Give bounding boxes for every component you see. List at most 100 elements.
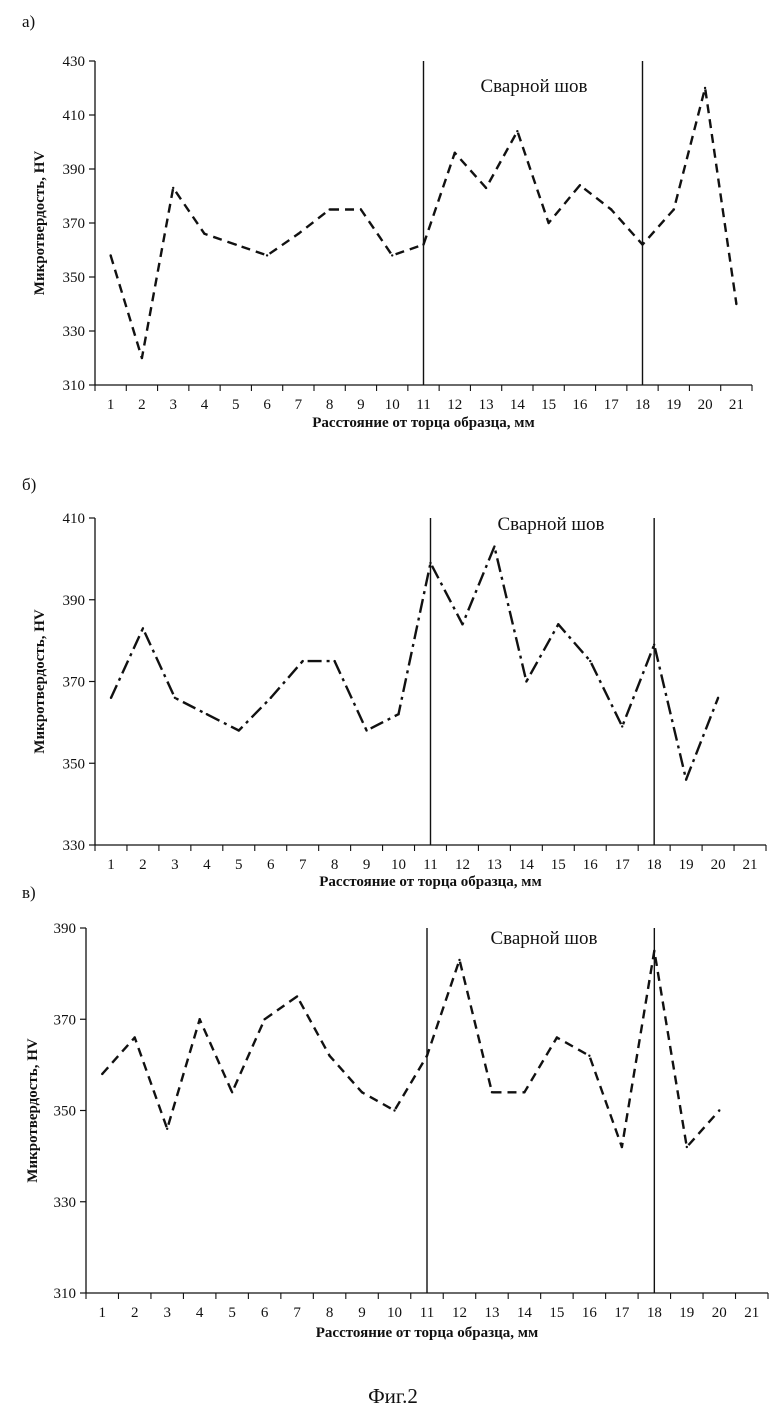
data-point	[717, 697, 719, 699]
x-tick-label: 10	[385, 397, 400, 413]
data-point	[360, 208, 362, 210]
panel-label: а)	[22, 12, 35, 31]
x-tick-label: 20	[712, 1305, 727, 1321]
y-tick-label: 390	[63, 593, 86, 609]
panel-label: б)	[22, 475, 36, 494]
x-tick-label: 11	[423, 857, 437, 873]
x-tick-label: 10	[391, 857, 406, 873]
y-tick-label: 350	[63, 756, 86, 772]
data-point	[579, 184, 581, 186]
x-tick-label: 4	[196, 1305, 204, 1321]
x-tick-label: 20	[698, 397, 713, 413]
y-tick-label: 430	[63, 54, 86, 70]
data-point	[238, 729, 240, 731]
data-point	[301, 660, 303, 662]
data-point	[653, 644, 655, 646]
data-point	[426, 1055, 428, 1057]
data-point	[685, 778, 687, 780]
data-point	[397, 713, 399, 715]
x-tick-label: 6	[263, 397, 271, 413]
data-point	[461, 623, 463, 625]
data-point	[203, 233, 205, 235]
x-tick-label: 13	[487, 857, 502, 873]
y-tick-label: 310	[54, 1286, 77, 1302]
weld-seam-annotation: Сварной шов	[480, 76, 587, 97]
data-point	[109, 254, 111, 256]
x-tick-label: 9	[357, 397, 365, 413]
x-tick-label: 21	[729, 397, 744, 413]
weld-seam-annotation: Сварной шов	[497, 514, 604, 535]
data-point	[525, 680, 527, 682]
data-point	[231, 1091, 233, 1093]
x-tick-label: 7	[299, 857, 307, 873]
data-point	[547, 222, 549, 224]
data-point	[523, 1091, 525, 1093]
weld-seam-annotation: Сварной шов	[490, 928, 597, 949]
data-point	[653, 950, 655, 952]
y-tick-label: 410	[63, 511, 86, 527]
data-point	[296, 995, 298, 997]
data-point	[557, 623, 559, 625]
data-point	[270, 697, 272, 699]
x-tick-label: 17	[615, 857, 631, 873]
x-axis-title: Расстояние от торца образца, мм	[316, 1325, 538, 1341]
y-tick-label: 350	[54, 1104, 77, 1120]
x-tick-label: 21	[744, 1305, 759, 1321]
data-point	[673, 208, 675, 210]
x-tick-label: 1	[107, 397, 115, 413]
data-point	[141, 357, 143, 359]
data-point	[328, 208, 330, 210]
data-point	[101, 1073, 103, 1075]
data-point	[735, 303, 737, 305]
figure-caption: Фиг.2	[368, 1384, 418, 1408]
x-tick-label: 17	[604, 397, 620, 413]
x-tick-label: 7	[293, 1305, 301, 1321]
data-point	[393, 1109, 395, 1111]
data-point	[297, 233, 299, 235]
x-tick-label: 1	[98, 1305, 106, 1321]
data-point	[458, 959, 460, 961]
data-point	[391, 254, 393, 256]
panel-label: в)	[22, 883, 36, 902]
x-tick-label: 12	[447, 397, 462, 413]
data-point	[454, 152, 456, 154]
data-point	[704, 87, 706, 89]
x-tick-label: 11	[420, 1305, 434, 1321]
x-tick-label: 2	[138, 397, 146, 413]
x-tick-label: 3	[163, 1305, 171, 1321]
x-tick-label: 18	[635, 397, 650, 413]
data-point	[641, 243, 643, 245]
data-point	[589, 660, 591, 662]
y-axis-title: Микротвердость, HV	[25, 1038, 41, 1183]
x-tick-label: 15	[541, 397, 556, 413]
x-tick-label: 8	[331, 857, 339, 873]
series-line-1	[102, 951, 719, 1147]
x-tick-label: 1	[107, 857, 115, 873]
series-line-1	[111, 547, 718, 780]
chart-panel-3: в)31033035037039012345678910111213141516…	[22, 883, 768, 1341]
data-point	[556, 1036, 558, 1038]
x-tick-label: 5	[228, 1305, 236, 1321]
x-tick-label: 3	[171, 857, 179, 873]
x-tick-label: 16	[572, 397, 588, 413]
y-tick-label: 370	[63, 216, 86, 232]
figure-canvas: Фиг.2 а)31033035037039041043012345678910…	[0, 0, 780, 1423]
x-tick-label: 6	[267, 857, 275, 873]
x-tick-label: 4	[201, 397, 209, 413]
data-point	[422, 243, 424, 245]
x-tick-label: 20	[711, 857, 726, 873]
y-tick-label: 310	[63, 378, 86, 394]
data-point	[718, 1109, 720, 1111]
y-tick-label: 330	[63, 324, 86, 340]
data-point	[333, 660, 335, 662]
x-tick-label: 9	[358, 1305, 366, 1321]
x-tick-label: 19	[666, 397, 681, 413]
x-tick-label: 13	[479, 397, 494, 413]
x-tick-label: 5	[232, 397, 240, 413]
x-tick-label: 7	[295, 397, 303, 413]
y-tick-label: 410	[63, 108, 86, 124]
data-point	[206, 713, 208, 715]
y-tick-label: 350	[63, 270, 86, 286]
data-point	[686, 1146, 688, 1148]
data-point	[134, 1036, 136, 1038]
